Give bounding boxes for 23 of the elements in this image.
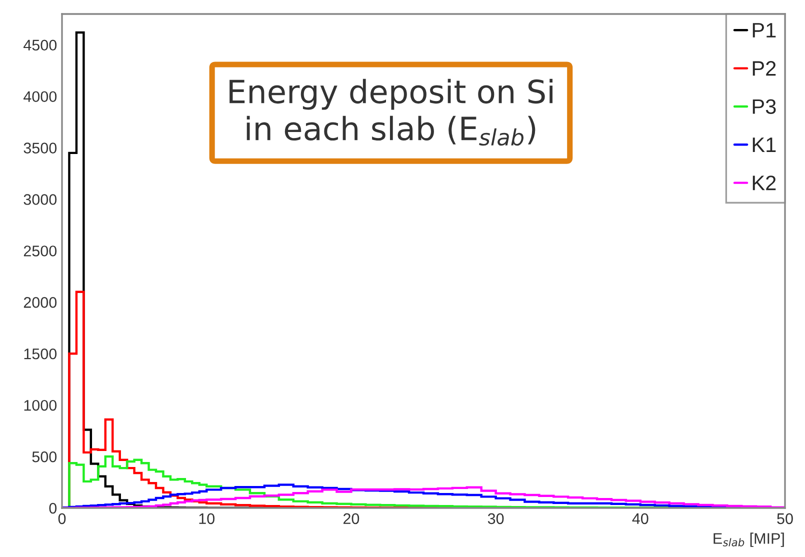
x-tick-label: 50	[777, 513, 793, 524]
y-tick-label: 0	[49, 502, 57, 514]
y-tick-label: 1500	[24, 348, 57, 360]
legend-label: P1	[752, 23, 776, 38]
legend-label: K2	[752, 176, 776, 190]
y-tick-label: 2000	[24, 297, 57, 308]
y-tick-label: 3500	[24, 142, 57, 154]
annotation: Energy deposit on Si in each slab (E$_{slab}$)	[230, 78, 552, 146]
y-tick-label: 3000	[24, 194, 57, 205]
legend-label: P3	[752, 99, 776, 114]
x-tick-label: 40	[632, 513, 648, 524]
x-tick-label: 10	[199, 513, 214, 524]
legend-label: P2	[752, 61, 776, 76]
legend-label: K1	[752, 138, 776, 152]
x-axis-title: E$_{slab}$ [MIP]	[714, 532, 784, 547]
x-tick-label: 0	[58, 513, 66, 524]
y-tick-label: 2500	[24, 246, 57, 256]
y-tick-label: 500	[32, 451, 57, 462]
y-tick-label: 4000	[24, 91, 57, 102]
x-tick-label: 30	[488, 513, 504, 524]
y-tick-label: 1000	[24, 400, 57, 411]
y-tick-label: 4500	[24, 40, 57, 51]
x-tick-label: 20	[343, 513, 360, 524]
